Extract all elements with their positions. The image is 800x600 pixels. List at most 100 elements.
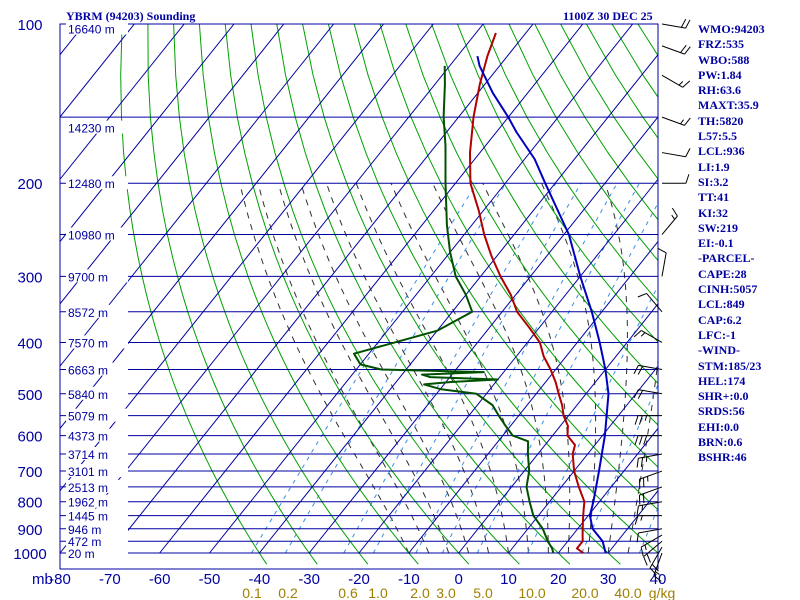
wind-barb xyxy=(640,534,663,557)
height-label: 1962 m xyxy=(68,496,108,510)
pressure-tick-label: 100 xyxy=(17,17,42,34)
wind-barb-staff xyxy=(638,528,663,534)
mixing-ratio-label: 10.0 xyxy=(518,585,545,600)
temperature-tick-label: 10 xyxy=(500,571,517,588)
wind-barb-staff xyxy=(661,152,686,158)
y-axis-unit-label: mb xyxy=(32,571,53,588)
isotherm-line xyxy=(358,178,658,554)
wind-barb xyxy=(633,389,663,399)
index-value: HEL:174 xyxy=(698,373,746,388)
height-label: 3714 m xyxy=(68,448,108,462)
mixing-ratio-label: g/kg xyxy=(649,585,675,600)
wind-barb-flag xyxy=(649,567,657,576)
index-value: PW:1.84 xyxy=(698,67,742,82)
wind-barb-flag xyxy=(684,46,691,55)
index-value: LI:1.9 xyxy=(698,159,730,174)
mixing-ratio-line xyxy=(343,182,557,554)
pressure-tick-label: 600 xyxy=(17,429,42,446)
height-label: 946 m xyxy=(68,523,101,537)
index-value: WBO:588 xyxy=(698,52,750,67)
dry-adiabats xyxy=(120,24,658,565)
wind-barb xyxy=(638,486,663,505)
isotherm-line xyxy=(60,24,484,554)
temperature-tick-label: -60 xyxy=(149,571,171,588)
dry-adiabat-line xyxy=(147,24,318,565)
wind-barb-flag xyxy=(637,365,644,375)
index-value: CAP:6.2 xyxy=(698,312,742,327)
isotherm-line xyxy=(209,24,634,554)
dry-adiabat-line xyxy=(198,24,419,565)
wind-barb-flag xyxy=(671,207,678,217)
height-label: 2513 m xyxy=(68,481,108,495)
wind-barb xyxy=(661,116,691,126)
dry-adiabat-line xyxy=(482,24,658,302)
wind-barb xyxy=(649,546,663,576)
index-value: TH:5820 xyxy=(698,113,744,128)
height-label-bg xyxy=(66,304,128,318)
index-value: BSHR:46 xyxy=(698,450,747,465)
height-label: 16640 m xyxy=(68,23,115,37)
dry-adiabat-line xyxy=(302,24,621,565)
wind-barb xyxy=(643,540,663,566)
height-label-bg xyxy=(66,546,128,559)
height-label: 3101 m xyxy=(68,465,108,479)
moist-adiabat-line xyxy=(390,183,529,554)
wind-barb xyxy=(661,207,678,235)
mixing-ratio-label: 5.0 xyxy=(473,585,493,600)
wind-barb-half-flag xyxy=(640,515,643,521)
height-label-bg xyxy=(66,269,128,283)
isotherm-line xyxy=(109,24,534,554)
wind-barb xyxy=(636,453,663,468)
temperature-tick-label: -50 xyxy=(199,571,221,588)
pressure-tick-label: 800 xyxy=(17,495,42,512)
wind-barb-flag xyxy=(685,19,691,29)
wind-barb-flag xyxy=(634,415,639,425)
mixing-ratio-label: 1.0 xyxy=(368,585,388,600)
index-value: WMO:94203 xyxy=(698,22,765,36)
height-label-bg xyxy=(66,386,128,400)
index-value: FRZ:535 xyxy=(698,37,744,52)
wind-barb-staff xyxy=(646,293,663,313)
pressure-tick-label: 300 xyxy=(17,269,42,286)
wind-barb-staff xyxy=(661,252,667,277)
wind-barb-flag xyxy=(638,415,643,425)
wind-barb-half-flag xyxy=(671,214,676,220)
wind-barb xyxy=(636,528,663,543)
isotherm-line xyxy=(508,365,658,554)
mixing-ratio-line xyxy=(476,202,658,554)
wind-barb-flag xyxy=(633,389,639,399)
height-label-bg xyxy=(66,120,128,134)
pressure-tick-label: 200 xyxy=(17,176,42,193)
index-value: -WIND- xyxy=(698,343,740,358)
mixing-ratio-label: 20.0 xyxy=(571,585,598,600)
dry-adiabat-line xyxy=(508,24,658,262)
wind-barb-flag xyxy=(636,505,639,516)
index-value: CAPE:28 xyxy=(698,266,747,281)
temperature-tick-label: -80 xyxy=(49,571,71,588)
temperature-tick-label: -10 xyxy=(398,571,420,588)
wind-barb-flag xyxy=(653,575,662,582)
index-value: TT:41 xyxy=(698,190,730,205)
height-label-bg xyxy=(66,534,128,548)
wind-barb-flag xyxy=(633,365,639,374)
dry-adiabat-line xyxy=(431,24,658,385)
wind-barb-flag xyxy=(637,390,644,399)
height-label: 1445 m xyxy=(68,510,108,524)
pressure-tick-label: 400 xyxy=(17,335,42,352)
index-value: LCL:936 xyxy=(698,144,745,159)
pressure-tick-label: 900 xyxy=(17,522,42,539)
height-label-bg xyxy=(66,494,128,508)
index-value: KI:32 xyxy=(698,205,728,220)
wind-barbs xyxy=(633,18,691,582)
height-label-bg xyxy=(66,362,128,376)
isotherm-line xyxy=(60,24,185,181)
wind-barb xyxy=(661,148,691,158)
station-title: YBRM (94203) Sounding xyxy=(66,9,196,23)
parcel-line xyxy=(476,55,610,554)
dry-adiabat-line xyxy=(173,24,369,565)
height-label-bg xyxy=(66,21,128,35)
index-value: SW:219 xyxy=(698,220,739,235)
moist-adiabat-line xyxy=(541,182,597,554)
mixing-ratio-line xyxy=(415,182,618,554)
